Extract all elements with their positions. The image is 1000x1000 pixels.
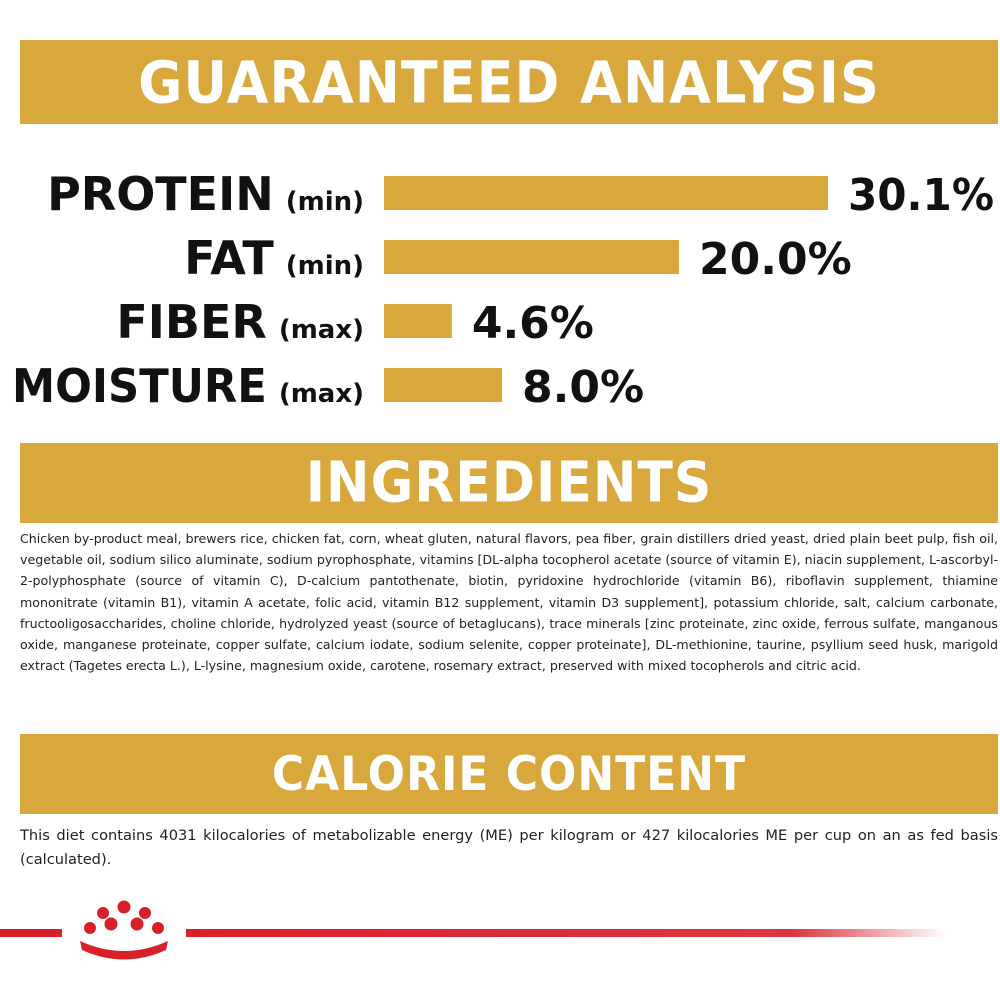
ingredients-banner: INGREDIENTS bbox=[20, 443, 998, 523]
nutrient-bar bbox=[384, 368, 503, 402]
nutrient-label: MOISTURE bbox=[12, 359, 267, 413]
nutrient-qualifier: (max) bbox=[279, 315, 364, 345]
brand-stripe-left bbox=[0, 929, 62, 937]
nutrient-qualifier: (max) bbox=[279, 379, 364, 409]
guaranteed-analysis-heading: GUARANTEED ANALYSIS bbox=[138, 47, 880, 117]
brand-stripe-right bbox=[186, 929, 946, 937]
nutrient-qualifier: (min) bbox=[286, 187, 364, 217]
brand-footer bbox=[0, 900, 946, 960]
calorie-content-banner: CALORIE CONTENT bbox=[20, 734, 998, 814]
nutrient-bar bbox=[384, 176, 828, 210]
ingredients-list: Chicken by-product meal, brewers rice, c… bbox=[20, 531, 998, 674]
nutrient-value-label: 8.0% bbox=[522, 362, 644, 413]
nutrient-value-label: 30.1% bbox=[848, 170, 994, 221]
nutrient-value-label: 20.0% bbox=[699, 234, 852, 285]
calorie-statement: This diet contains 4031 kilocalories of … bbox=[20, 827, 998, 868]
nutrient-bar bbox=[384, 240, 680, 274]
ingredients-heading: INGREDIENTS bbox=[305, 450, 713, 516]
nutrient-label: PROTEIN bbox=[47, 167, 274, 221]
guaranteed-analysis-banner: GUARANTEED ANALYSIS bbox=[20, 40, 998, 124]
nutrient-bar bbox=[384, 304, 452, 338]
royal-crown-icon bbox=[80, 900, 168, 960]
nutrient-label: FIBER bbox=[116, 295, 266, 349]
nutrient-label: FAT bbox=[184, 231, 274, 285]
nutrient-value-label: 4.6% bbox=[472, 298, 594, 349]
nutrient-qualifier: (min) bbox=[286, 251, 364, 281]
calorie-content-heading: CALORIE CONTENT bbox=[271, 746, 747, 802]
guaranteed-analysis-chart: (min) PROTEIN 30.1% (min) FAT 20.0% (max) FIBER… bbox=[12, 167, 994, 413]
